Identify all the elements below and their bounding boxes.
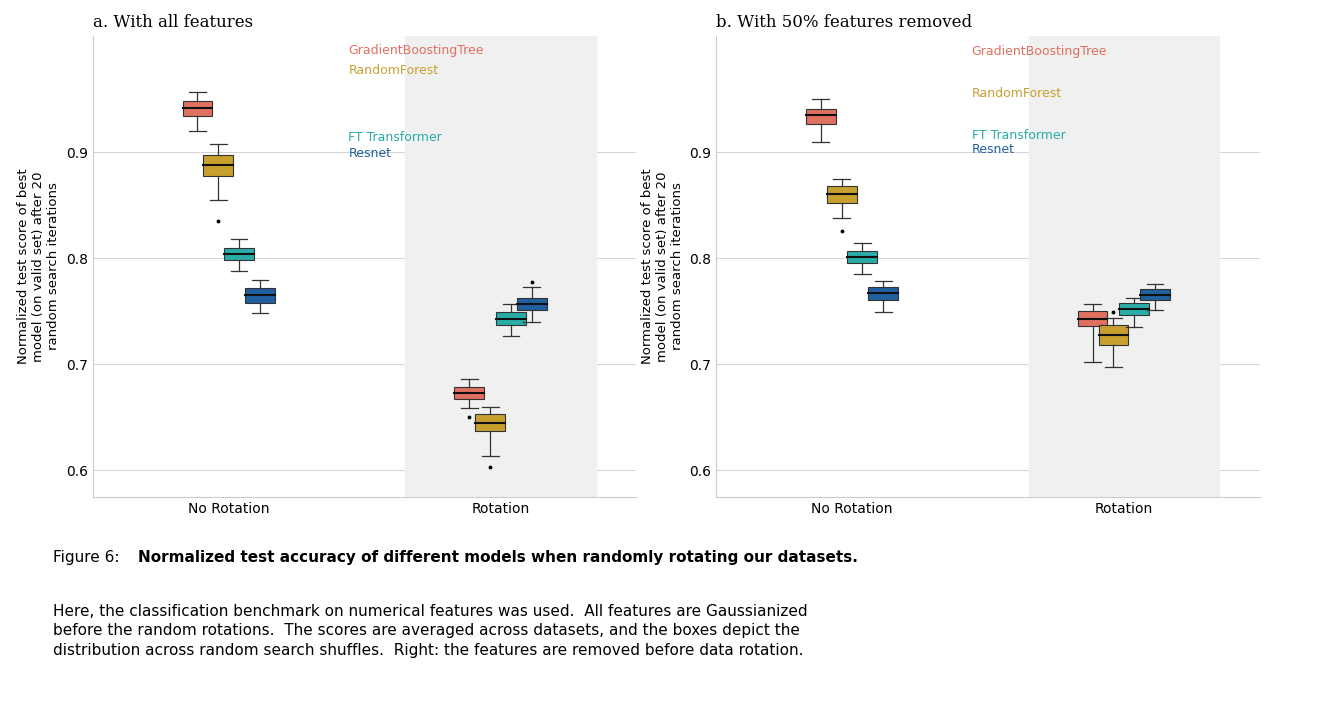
Bar [1140,289,1170,300]
Text: RandomForest: RandomForest [349,64,439,77]
Bar [203,155,233,175]
Y-axis label: Normalized test score of best
model (on valid set) after 20
random search iterat: Normalized test score of best model (on … [17,168,61,364]
Text: GradientBoostingTree: GradientBoostingTree [972,45,1107,58]
Text: b. With 50% features removed: b. With 50% features removed [716,14,972,31]
Bar [806,109,835,124]
Text: Figure 6:: Figure 6: [53,550,130,565]
Text: RandomForest: RandomForest [972,87,1062,99]
Bar [406,36,595,497]
Bar [1078,312,1107,326]
Bar [455,387,484,400]
Text: FT Transformer: FT Transformer [349,131,442,143]
Bar [245,288,274,303]
Text: FT Transformer: FT Transformer [972,129,1065,142]
Bar [517,297,546,310]
Bar [1029,36,1219,497]
Bar [183,102,212,116]
Text: GradientBoostingTree: GradientBoostingTree [349,44,484,58]
Bar [847,251,878,263]
Text: Normalized test accuracy of different models when randomly rotating our datasets: Normalized test accuracy of different mo… [138,550,858,565]
Bar [1098,325,1128,345]
Text: Resnet: Resnet [349,147,391,160]
Bar [826,186,857,203]
Y-axis label: Normalized test score of best
model (on valid set) after 20
random search iterat: Normalized test score of best model (on … [640,168,684,364]
Text: Resnet: Resnet [972,143,1014,156]
Bar [869,287,898,300]
Text: Here, the classification benchmark on numerical features was used.  All features: Here, the classification benchmark on nu… [53,604,808,658]
Bar [224,248,255,261]
Bar [475,414,505,431]
Bar [496,312,526,325]
Text: a. With all features: a. With all features [93,14,253,31]
Bar [1119,303,1150,315]
